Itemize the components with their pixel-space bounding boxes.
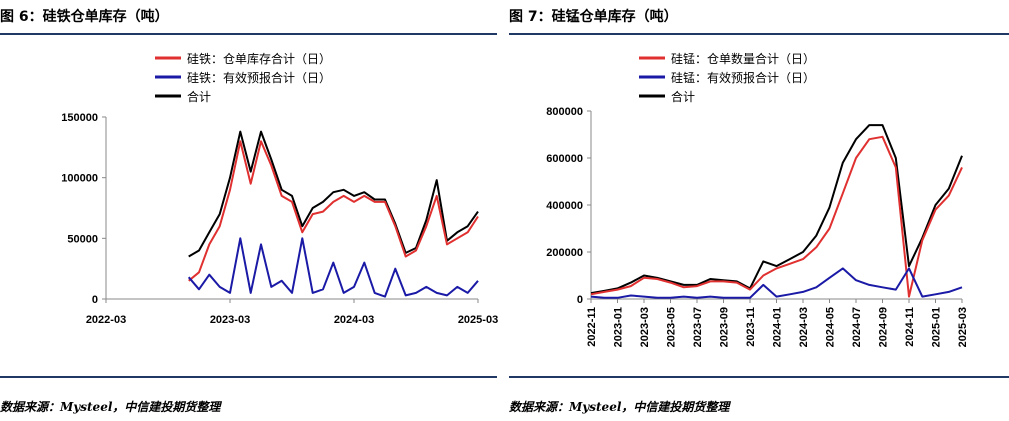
y-tick-label: 0: [577, 294, 583, 306]
legend-label: 合计: [671, 89, 695, 104]
y-tick-label: 400000: [546, 200, 583, 212]
x-tick-label: 2024-03: [798, 307, 810, 347]
footer-rule: [509, 376, 1009, 378]
x-tick-label: 2023-09: [719, 307, 731, 347]
x-tick-label: 2023-05: [666, 307, 678, 347]
legend-label: 合计: [187, 89, 211, 104]
silicomanganese-warrant-chart: 0 200000 400000 600000 800000 2022-11 2023-01 2…: [546, 51, 969, 347]
x-tick-label: 2024-03: [334, 314, 374, 326]
x-tick-label: 2024-07: [851, 307, 863, 347]
y-tick-label: 200000: [546, 247, 583, 259]
y-tick-label: 100000: [61, 173, 98, 185]
x-tick-label: 2025-01: [931, 307, 943, 347]
legend-label: 硅铁：仓单库存合计（日）: [187, 51, 331, 66]
x-tick-label: 2023-11: [745, 307, 757, 347]
series-line-1: [187, 237, 479, 298]
y-tick-label: 600000: [546, 153, 583, 165]
x-tick-label: 2024-01: [772, 307, 784, 347]
source-note: 数据来源：Mysteel，中信建投期货整理: [509, 400, 730, 414]
legend-label: 硅锰：有效预报合计（日）: [671, 70, 815, 85]
x-tick-label: 2024-05: [825, 307, 837, 347]
legend-label: 硅锰：仓单数量合计（日）: [671, 51, 815, 66]
x-tick-label: 2024-09: [878, 307, 890, 347]
chart-title: 图 6：硅铁仓单库存（吨）: [0, 9, 169, 25]
x-tick-label: 2023-01: [613, 307, 625, 347]
source-note: 数据来源：Mysteel，中信建投期货整理: [0, 400, 221, 414]
header-rule: [0, 33, 497, 35]
series-line-2: [590, 124, 963, 295]
series-line-0: [590, 135, 963, 298]
footer-rule: [0, 376, 497, 378]
y-tick-label: 50000: [67, 233, 98, 245]
x-tick-label: 2023-03: [210, 314, 250, 326]
series-line-2: [188, 130, 479, 258]
x-tick-label: 2024-11: [904, 307, 916, 347]
header-rule: [509, 33, 1009, 35]
y-tick-label: 150000: [61, 112, 98, 124]
x-tick-label: 2025-03: [957, 307, 969, 347]
y-tick-label: 800000: [546, 106, 583, 118]
x-tick-label: 2025-03: [458, 314, 498, 326]
series-line-0: [188, 140, 479, 282]
series-line-1: [590, 267, 963, 299]
silicomanganese-panel: 图 7：硅锰仓单库存（吨） 0 200000 400000 600000 800000 2…: [509, 0, 1009, 421]
ferrosilicon-warrant-chart: 0 50000 100000 150000 2022-03 2023-03 2024-03 2…: [61, 51, 498, 326]
x-tick-label: 2022-11: [586, 307, 598, 347]
x-tick-label: 2023-03: [639, 307, 651, 347]
y-tick-label: 0: [92, 294, 98, 306]
legend-label: 硅铁：有效预报合计（日）: [187, 70, 331, 85]
ferrosilicon-panel: 图 6：硅铁仓单库存（吨） 0 50000 100000 150000 2022-03 2…: [0, 0, 498, 421]
chart-title: 图 7：硅锰仓单库存（吨）: [509, 9, 678, 25]
x-tick-label: 2023-07: [692, 307, 704, 347]
x-tick-label: 2022-03: [86, 314, 126, 326]
